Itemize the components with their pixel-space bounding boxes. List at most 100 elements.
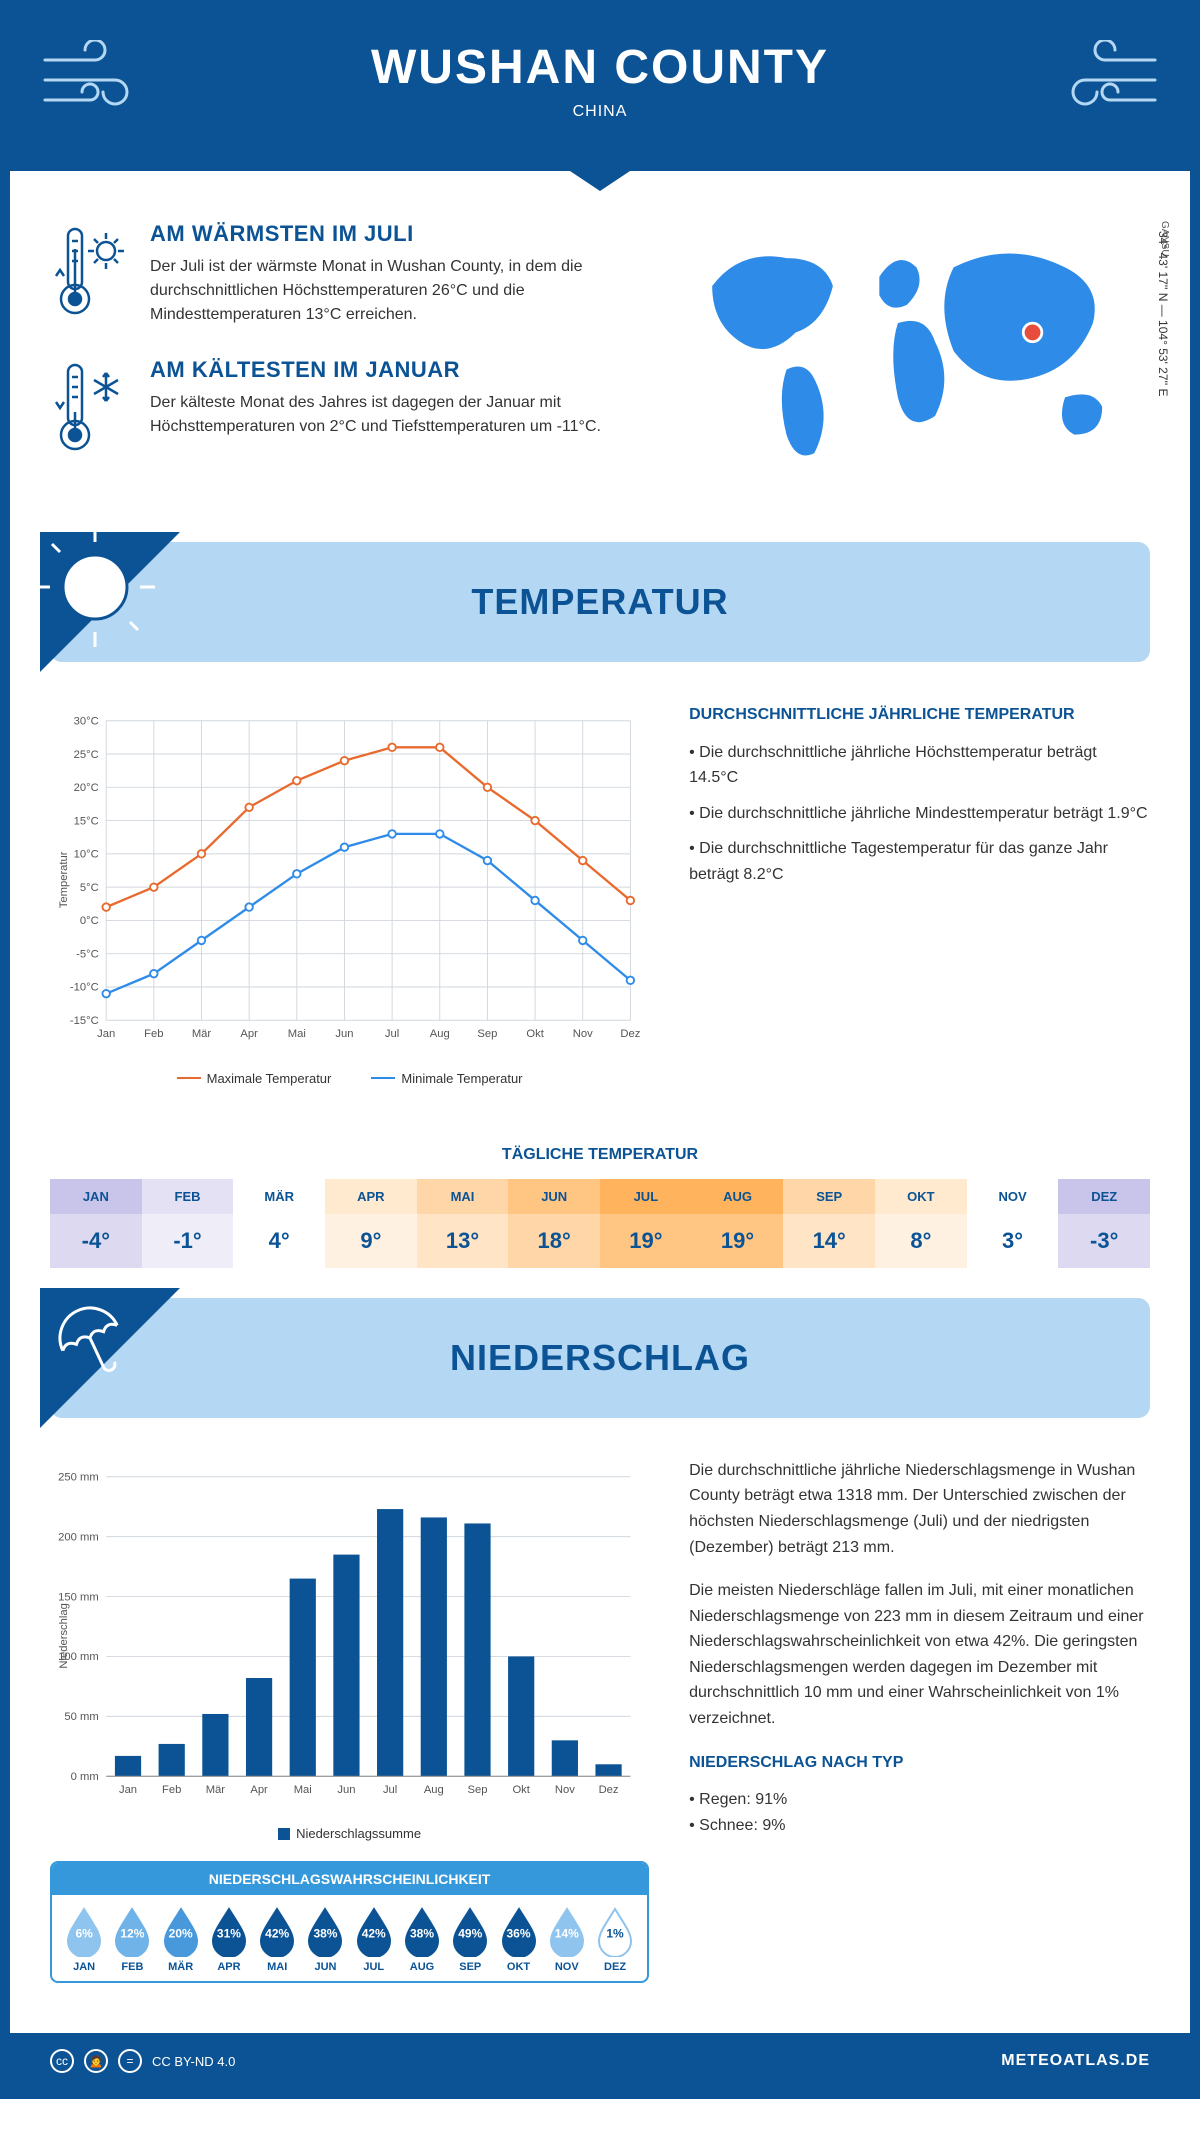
world-map-icon [664, 221, 1150, 481]
probability-cell: 1%DEZ [591, 1907, 639, 1973]
probability-cell: 49%SEP [446, 1907, 494, 1973]
temp-legend: Maximale Temperatur Minimale Temperatur [50, 1071, 649, 1086]
daily-temp-cell: JUL19° [600, 1179, 692, 1268]
warm-text: Der Juli ist der wärmste Monat in Wushan… [150, 255, 634, 327]
legend-precip: Niederschlagssumme [296, 1826, 421, 1841]
svg-text:15°C: 15°C [74, 815, 99, 827]
sun-icon [40, 532, 180, 672]
svg-text:Dez: Dez [620, 1028, 640, 1040]
page-title: WUSHAN COUNTY [30, 40, 1170, 95]
svg-text:150 mm: 150 mm [58, 1591, 99, 1603]
precipitation-banner: NIEDERSCHLAG [50, 1298, 1150, 1418]
svg-text:Apr: Apr [240, 1028, 258, 1040]
svg-text:Nov: Nov [573, 1028, 593, 1040]
daily-temp-cell: APR9° [325, 1179, 417, 1268]
temperature-banner: TEMPERATUR [50, 542, 1150, 662]
warm-title: AM WÄRMSTEN IM JULI [150, 221, 634, 247]
svg-text:Mär: Mär [206, 1784, 226, 1796]
svg-text:Okt: Okt [526, 1028, 544, 1040]
svg-text:Jul: Jul [385, 1028, 399, 1040]
probability-cell: 42%JUL [350, 1907, 398, 1973]
cc-icon: cc [50, 2049, 74, 2073]
cold-fact: AM KÄLTESTEN IM JANUAR Der kälteste Mona… [50, 357, 634, 462]
daily-temp-cell: JUN18° [508, 1179, 600, 1268]
svg-text:-15°C: -15°C [70, 1015, 99, 1027]
by-icon: 🙍 [84, 2049, 108, 2073]
infographic-page: WUSHAN COUNTY CHINA AM WÄRMST [0, 0, 1200, 2099]
svg-text:250 mm: 250 mm [58, 1471, 99, 1483]
precip-text-2: Die meisten Niederschläge fallen im Juli… [689, 1578, 1150, 1732]
umbrella-icon [40, 1288, 180, 1428]
svg-text:Mai: Mai [288, 1028, 306, 1040]
temp-bullet: • Die durchschnittliche jährliche Höchst… [689, 740, 1150, 791]
wind-icon [1060, 40, 1160, 120]
svg-text:Mai: Mai [294, 1784, 312, 1796]
svg-text:-5°C: -5°C [76, 948, 99, 960]
thermometer-sun-icon [50, 221, 130, 321]
wind-icon [40, 40, 140, 120]
probability-cell: 12%FEB [108, 1907, 156, 1973]
precipitation-bar-chart: 0 mm50 mm100 mm150 mm200 mm250 mmJanFebM… [50, 1458, 649, 1814]
temp-side-heading: DURCHSCHNITTLICHE JÄHRLICHE TEMPERATUR [689, 702, 1150, 728]
daily-temp-cell: JAN-4° [50, 1179, 142, 1268]
svg-text:Feb: Feb [144, 1028, 163, 1040]
daily-temp-cell: MAI13° [417, 1179, 509, 1268]
probability-cell: 31%APR [205, 1907, 253, 1973]
svg-text:Dez: Dez [599, 1784, 619, 1796]
temp-bullet: • Die durchschnittliche Tagestemperatur … [689, 836, 1150, 887]
cold-title: AM KÄLTESTEN IM JANUAR [150, 357, 634, 383]
probability-cell: 38%AUG [398, 1907, 446, 1973]
probability-cell: 6%JAN [60, 1907, 108, 1973]
daily-temp-cell: FEB-1° [142, 1179, 234, 1268]
daily-temp-cell: DEZ-3° [1058, 1179, 1150, 1268]
daily-temp-cell: NOV3° [967, 1179, 1059, 1268]
probability-cell: 36%OKT [494, 1907, 542, 1973]
svg-text:0 mm: 0 mm [71, 1771, 99, 1783]
svg-text:-10°C: -10°C [70, 982, 99, 994]
daily-temp-table: JAN-4°FEB-1°MÄR4°APR9°MAI13°JUN18°JUL19°… [50, 1179, 1150, 1268]
footer: cc 🙍 = CC BY-ND 4.0 METEOATLAS.DE [10, 2033, 1190, 2089]
svg-text:Feb: Feb [162, 1784, 181, 1796]
cold-text: Der kälteste Monat des Jahres ist dagege… [150, 391, 634, 439]
svg-text:20°C: 20°C [74, 782, 99, 794]
svg-text:0°C: 0°C [80, 915, 99, 927]
temperature-title: TEMPERATUR [471, 581, 728, 623]
legend-max: Maximale Temperatur [207, 1071, 332, 1086]
svg-text:Jul: Jul [383, 1784, 397, 1796]
svg-text:Sep: Sep [477, 1028, 497, 1040]
daily-temp-cell: SEP14° [783, 1179, 875, 1268]
intro-section: AM WÄRMSTEN IM JULI Der Juli ist der wär… [10, 171, 1190, 522]
warm-fact: AM WÄRMSTEN IM JULI Der Juli ist der wär… [50, 221, 634, 327]
legend-min: Minimale Temperatur [401, 1071, 522, 1086]
page-subtitle: CHINA [30, 103, 1170, 121]
precip-legend: Niederschlagssumme [50, 1826, 649, 1841]
svg-text:Temperatur: Temperatur [58, 851, 70, 908]
precip-by-type-heading: NIEDERSCHLAG NACH TYP [689, 1750, 1150, 1776]
svg-text:Nov: Nov [555, 1784, 575, 1796]
probability-cell: 42%MAI [253, 1907, 301, 1973]
svg-text:30°C: 30°C [74, 715, 99, 727]
svg-text:Jan: Jan [119, 1784, 137, 1796]
header: WUSHAN COUNTY CHINA [10, 10, 1190, 171]
svg-text:Jan: Jan [97, 1028, 115, 1040]
temperature-line-chart: -15°C-10°C-5°C0°C5°C10°C15°C20°C25°C30°C… [50, 702, 649, 1058]
svg-text:Mär: Mär [192, 1028, 212, 1040]
svg-text:Aug: Aug [430, 1028, 450, 1040]
temperature-body: -15°C-10°C-5°C0°C5°C10°C15°C20°C25°C30°C… [10, 682, 1190, 1116]
svg-text:Jun: Jun [337, 1784, 355, 1796]
svg-text:Niederschlag: Niederschlag [58, 1603, 70, 1668]
svg-text:10°C: 10°C [74, 849, 99, 861]
probability-box: NIEDERSCHLAGSWAHRSCHEINLICHKEIT 6%JAN12%… [50, 1861, 649, 1983]
daily-temp-cell: MÄR4° [233, 1179, 325, 1268]
daily-temp-cell: AUG19° [692, 1179, 784, 1268]
svg-text:5°C: 5°C [80, 882, 99, 894]
probability-cell: 14%NOV [543, 1907, 591, 1973]
probability-title: NIEDERSCHLAGSWAHRSCHEINLICHKEIT [52, 1863, 647, 1895]
precip-by-type: • Schnee: 9% [689, 1813, 1150, 1839]
probability-cell: 38%JUN [301, 1907, 349, 1973]
nd-icon: = [118, 2049, 142, 2073]
svg-text:Apr: Apr [250, 1784, 268, 1796]
svg-text:Okt: Okt [512, 1784, 530, 1796]
site-name: METEOATLAS.DE [1001, 2052, 1150, 2070]
thermometer-snow-icon [50, 357, 130, 457]
